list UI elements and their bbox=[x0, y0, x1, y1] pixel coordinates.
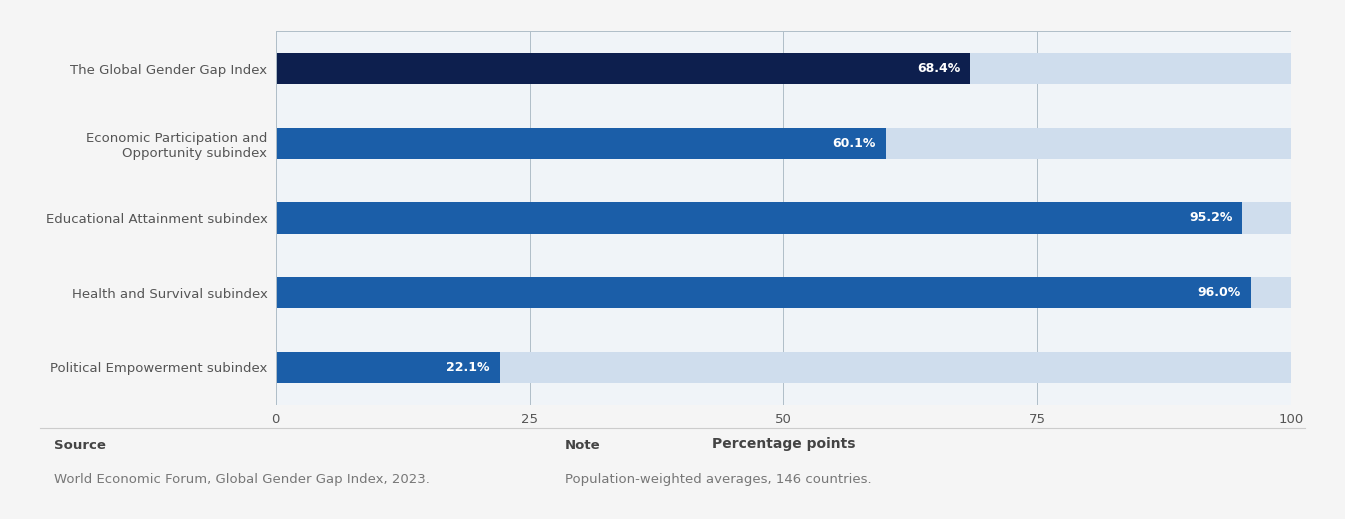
Text: 68.4%: 68.4% bbox=[917, 62, 960, 75]
X-axis label: Percentage points: Percentage points bbox=[712, 438, 855, 451]
Text: 96.0%: 96.0% bbox=[1197, 286, 1240, 299]
Text: Source: Source bbox=[54, 439, 106, 452]
Text: 22.1%: 22.1% bbox=[447, 361, 490, 374]
Bar bbox=[276, 202, 1243, 234]
Text: 95.2%: 95.2% bbox=[1189, 211, 1232, 225]
Text: 60.1%: 60.1% bbox=[833, 136, 876, 150]
Text: Population-weighted averages, 146 countries.: Population-weighted averages, 146 countr… bbox=[565, 473, 872, 486]
Bar bbox=[276, 277, 1251, 308]
Bar bbox=[276, 352, 1291, 383]
Bar bbox=[276, 53, 1291, 84]
Bar bbox=[276, 352, 500, 383]
Bar bbox=[276, 128, 1291, 159]
Bar bbox=[276, 277, 1291, 308]
Bar bbox=[276, 128, 886, 159]
Bar bbox=[276, 202, 1291, 234]
Text: World Economic Forum, Global Gender Gap Index, 2023.: World Economic Forum, Global Gender Gap … bbox=[54, 473, 429, 486]
Text: Note: Note bbox=[565, 439, 600, 452]
Bar bbox=[276, 53, 970, 84]
